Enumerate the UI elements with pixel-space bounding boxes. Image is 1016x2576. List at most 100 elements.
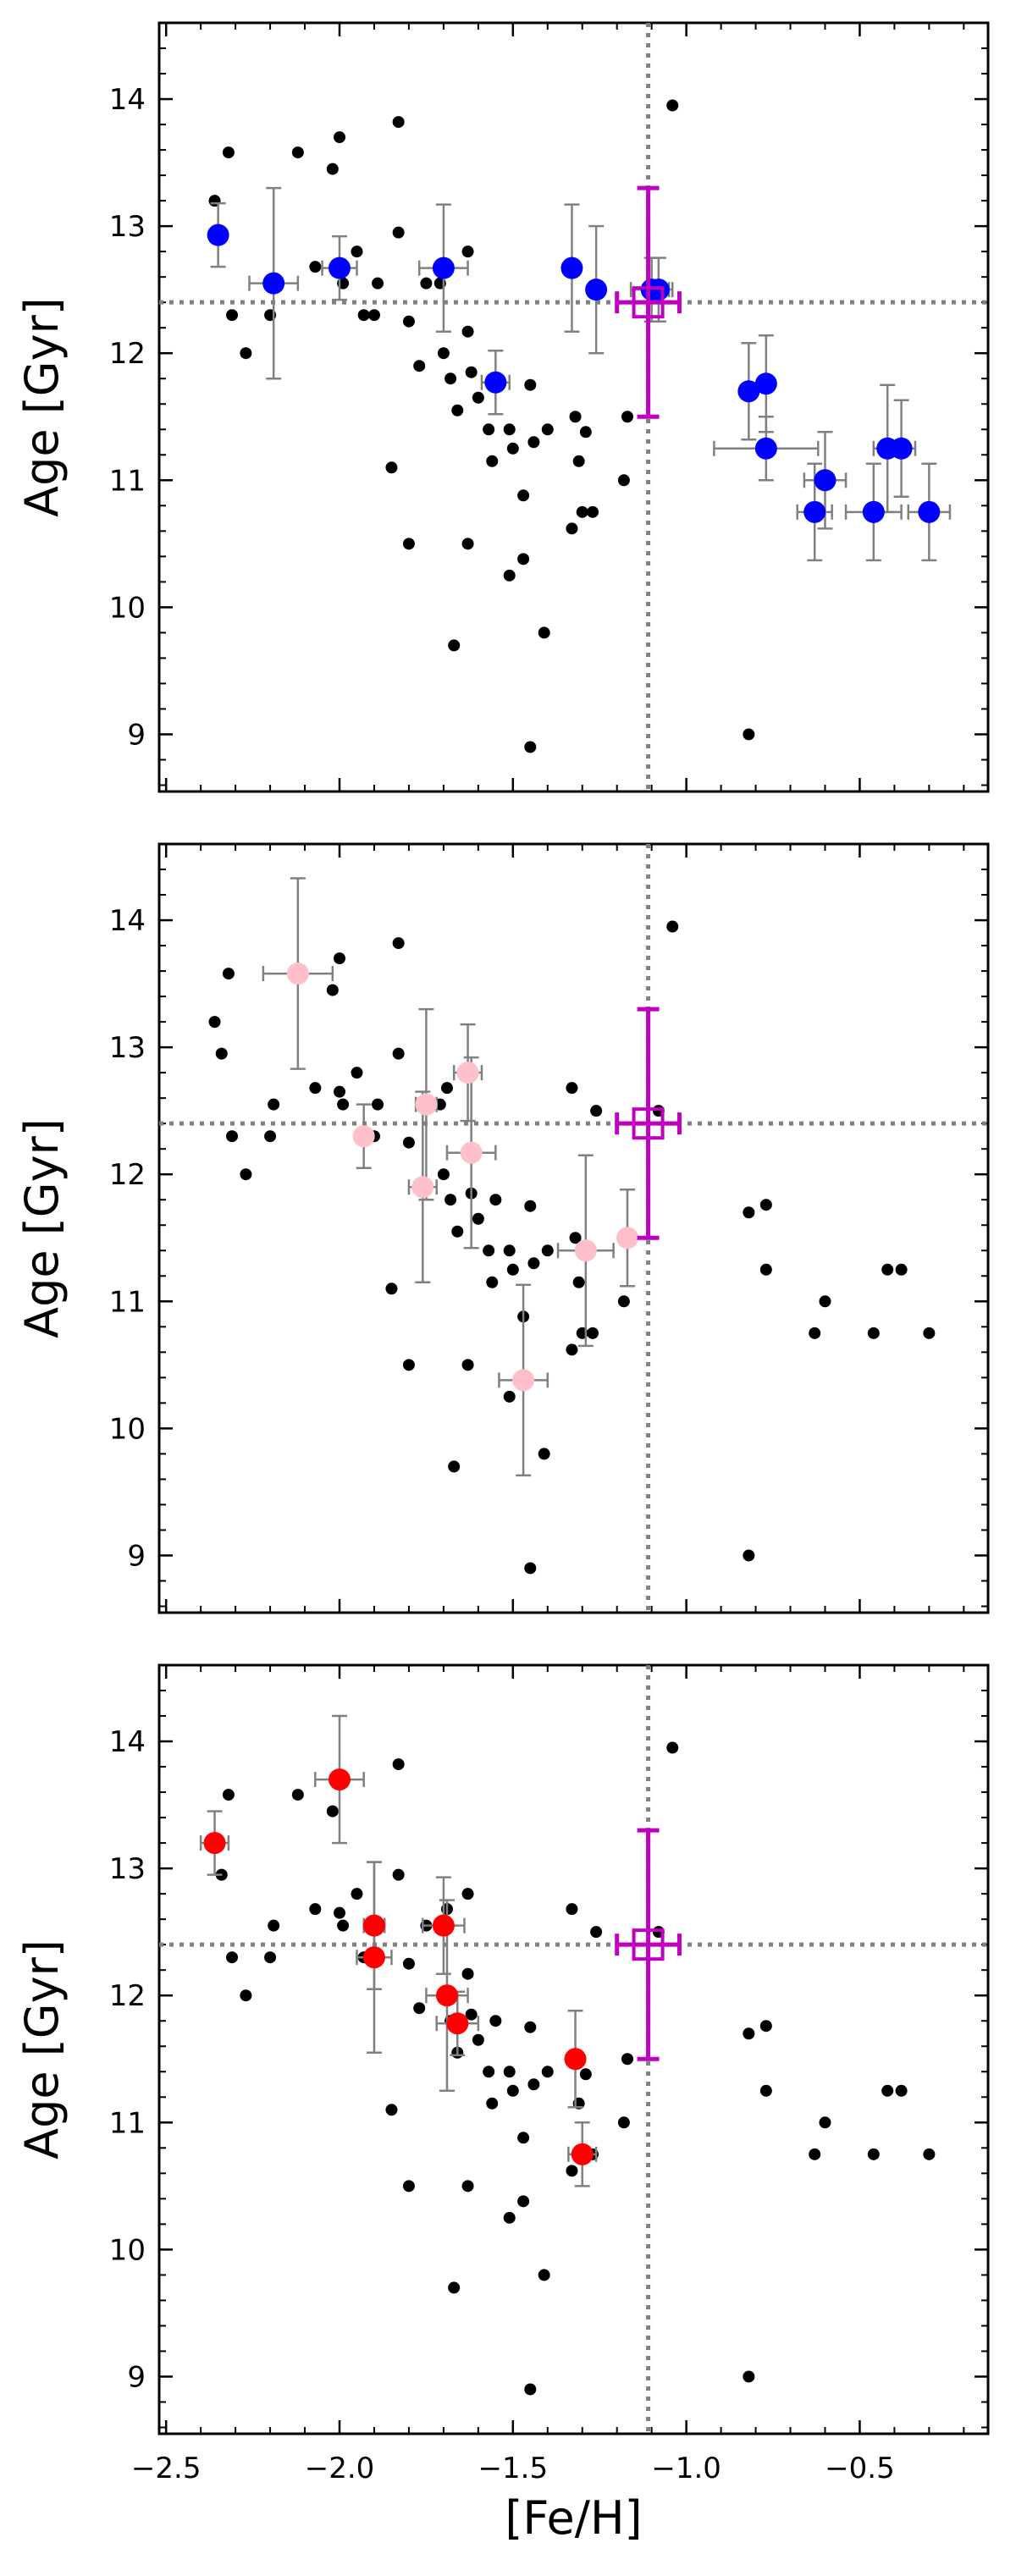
axes-frame	[157, 1663, 990, 2435]
highlight-point	[456, 1062, 479, 1084]
highlight-point	[571, 2143, 594, 2165]
background-point	[420, 277, 433, 290]
background-point	[461, 1359, 474, 1371]
background-point	[587, 1327, 599, 1339]
background-point	[524, 1200, 537, 1212]
background-point	[759, 2084, 772, 2097]
y-tick-label: 13	[109, 1852, 146, 1886]
background-point	[226, 309, 239, 322]
background-point	[503, 2211, 516, 2224]
background-point	[385, 2104, 398, 2116]
background-point	[472, 1212, 484, 1225]
background-point	[506, 442, 519, 455]
highlight-point	[352, 1125, 375, 1148]
background-point	[448, 1460, 461, 1473]
background-point	[759, 1263, 772, 1276]
background-point	[524, 2383, 537, 2396]
background-point	[524, 2021, 537, 2033]
background-point	[451, 1225, 464, 1238]
reference-point	[615, 1828, 682, 2061]
x-axis-label: [Fe/H]	[505, 2491, 642, 2545]
background-point	[309, 1903, 322, 1916]
background-point	[240, 1168, 252, 1181]
background-point	[334, 1906, 346, 1919]
background-point	[541, 423, 554, 436]
background-point	[579, 426, 592, 439]
background-point	[867, 1327, 880, 1339]
highlight-point	[435, 1984, 458, 2007]
highlight-point	[362, 1946, 385, 1969]
background-point	[309, 1082, 322, 1095]
reference-point	[615, 185, 682, 419]
background-point	[576, 505, 588, 518]
y-tick-label: 12	[109, 337, 146, 371]
background-point	[538, 626, 550, 639]
background-point	[566, 1343, 578, 1356]
background-point	[572, 455, 585, 467]
background-point	[503, 1390, 516, 1403]
reference-square-marker	[632, 1928, 665, 1961]
background-point	[444, 372, 457, 385]
highlight-point	[432, 1914, 455, 1937]
highlight-point	[862, 500, 885, 523]
x-tick-label: −0.5	[825, 2452, 895, 2485]
background-point	[268, 1919, 280, 1932]
y-tick-label: 10	[109, 2233, 146, 2267]
background-point	[437, 1168, 450, 1181]
background-point	[402, 1957, 415, 1970]
highlight-point	[286, 963, 309, 985]
axes-frame	[157, 21, 990, 793]
y-tick-label: 9	[127, 1539, 146, 1573]
y-axis-label: Age [Gyr]	[15, 1939, 69, 2160]
background-point	[465, 2008, 478, 2021]
highlight-point	[329, 256, 351, 279]
y-tick-label: 11	[109, 1285, 146, 1319]
x-tick-label: −1.5	[478, 2452, 549, 2485]
background-point	[503, 423, 516, 436]
background-point	[334, 131, 346, 144]
reference-square-marker	[632, 286, 665, 319]
background-point	[579, 2068, 592, 2081]
background-point	[506, 2084, 519, 2097]
background-point	[337, 1098, 350, 1111]
background-point	[402, 315, 415, 328]
highlight-point	[754, 437, 777, 460]
background-point	[461, 1888, 474, 1900]
background-point	[392, 116, 405, 129]
highlight-point	[890, 437, 913, 460]
background-point	[923, 2148, 936, 2160]
background-point	[472, 2033, 484, 2046]
background-point	[572, 1276, 585, 1288]
background-point	[222, 1789, 235, 1801]
background-point	[569, 1232, 582, 1244]
background-point	[291, 146, 304, 159]
background-point	[351, 1888, 363, 1900]
background-point	[527, 436, 540, 449]
background-point	[448, 2281, 461, 2294]
highlight-point	[754, 372, 777, 395]
background-point	[923, 1327, 936, 1339]
data-layer	[159, 1665, 988, 2434]
background-point	[809, 2148, 821, 2160]
background-point	[440, 1082, 453, 1095]
background-point	[392, 1047, 405, 1060]
background-point	[309, 261, 322, 273]
background-point	[392, 1868, 405, 1881]
background-point	[222, 968, 235, 980]
y-tick-label: 14	[109, 904, 146, 938]
y-tick-label: 11	[109, 2106, 146, 2140]
x-tick-label: −2.0	[305, 2452, 375, 2485]
background-point	[461, 325, 474, 338]
background-point	[743, 1549, 755, 1562]
background-point	[240, 347, 252, 360]
highlight-point	[574, 1239, 597, 1262]
background-point	[867, 2148, 880, 2160]
y-tick-label: 12	[109, 1979, 146, 2013]
background-point	[759, 1199, 772, 1211]
highlight-point	[560, 256, 583, 279]
y-tick-label: 14	[109, 1725, 146, 1759]
background-point	[208, 1016, 221, 1029]
panel-1: 9 10 11 12 13 14 Age [Gyr]	[15, 21, 990, 793]
background-point	[291, 1789, 304, 1801]
background-point	[351, 245, 363, 258]
